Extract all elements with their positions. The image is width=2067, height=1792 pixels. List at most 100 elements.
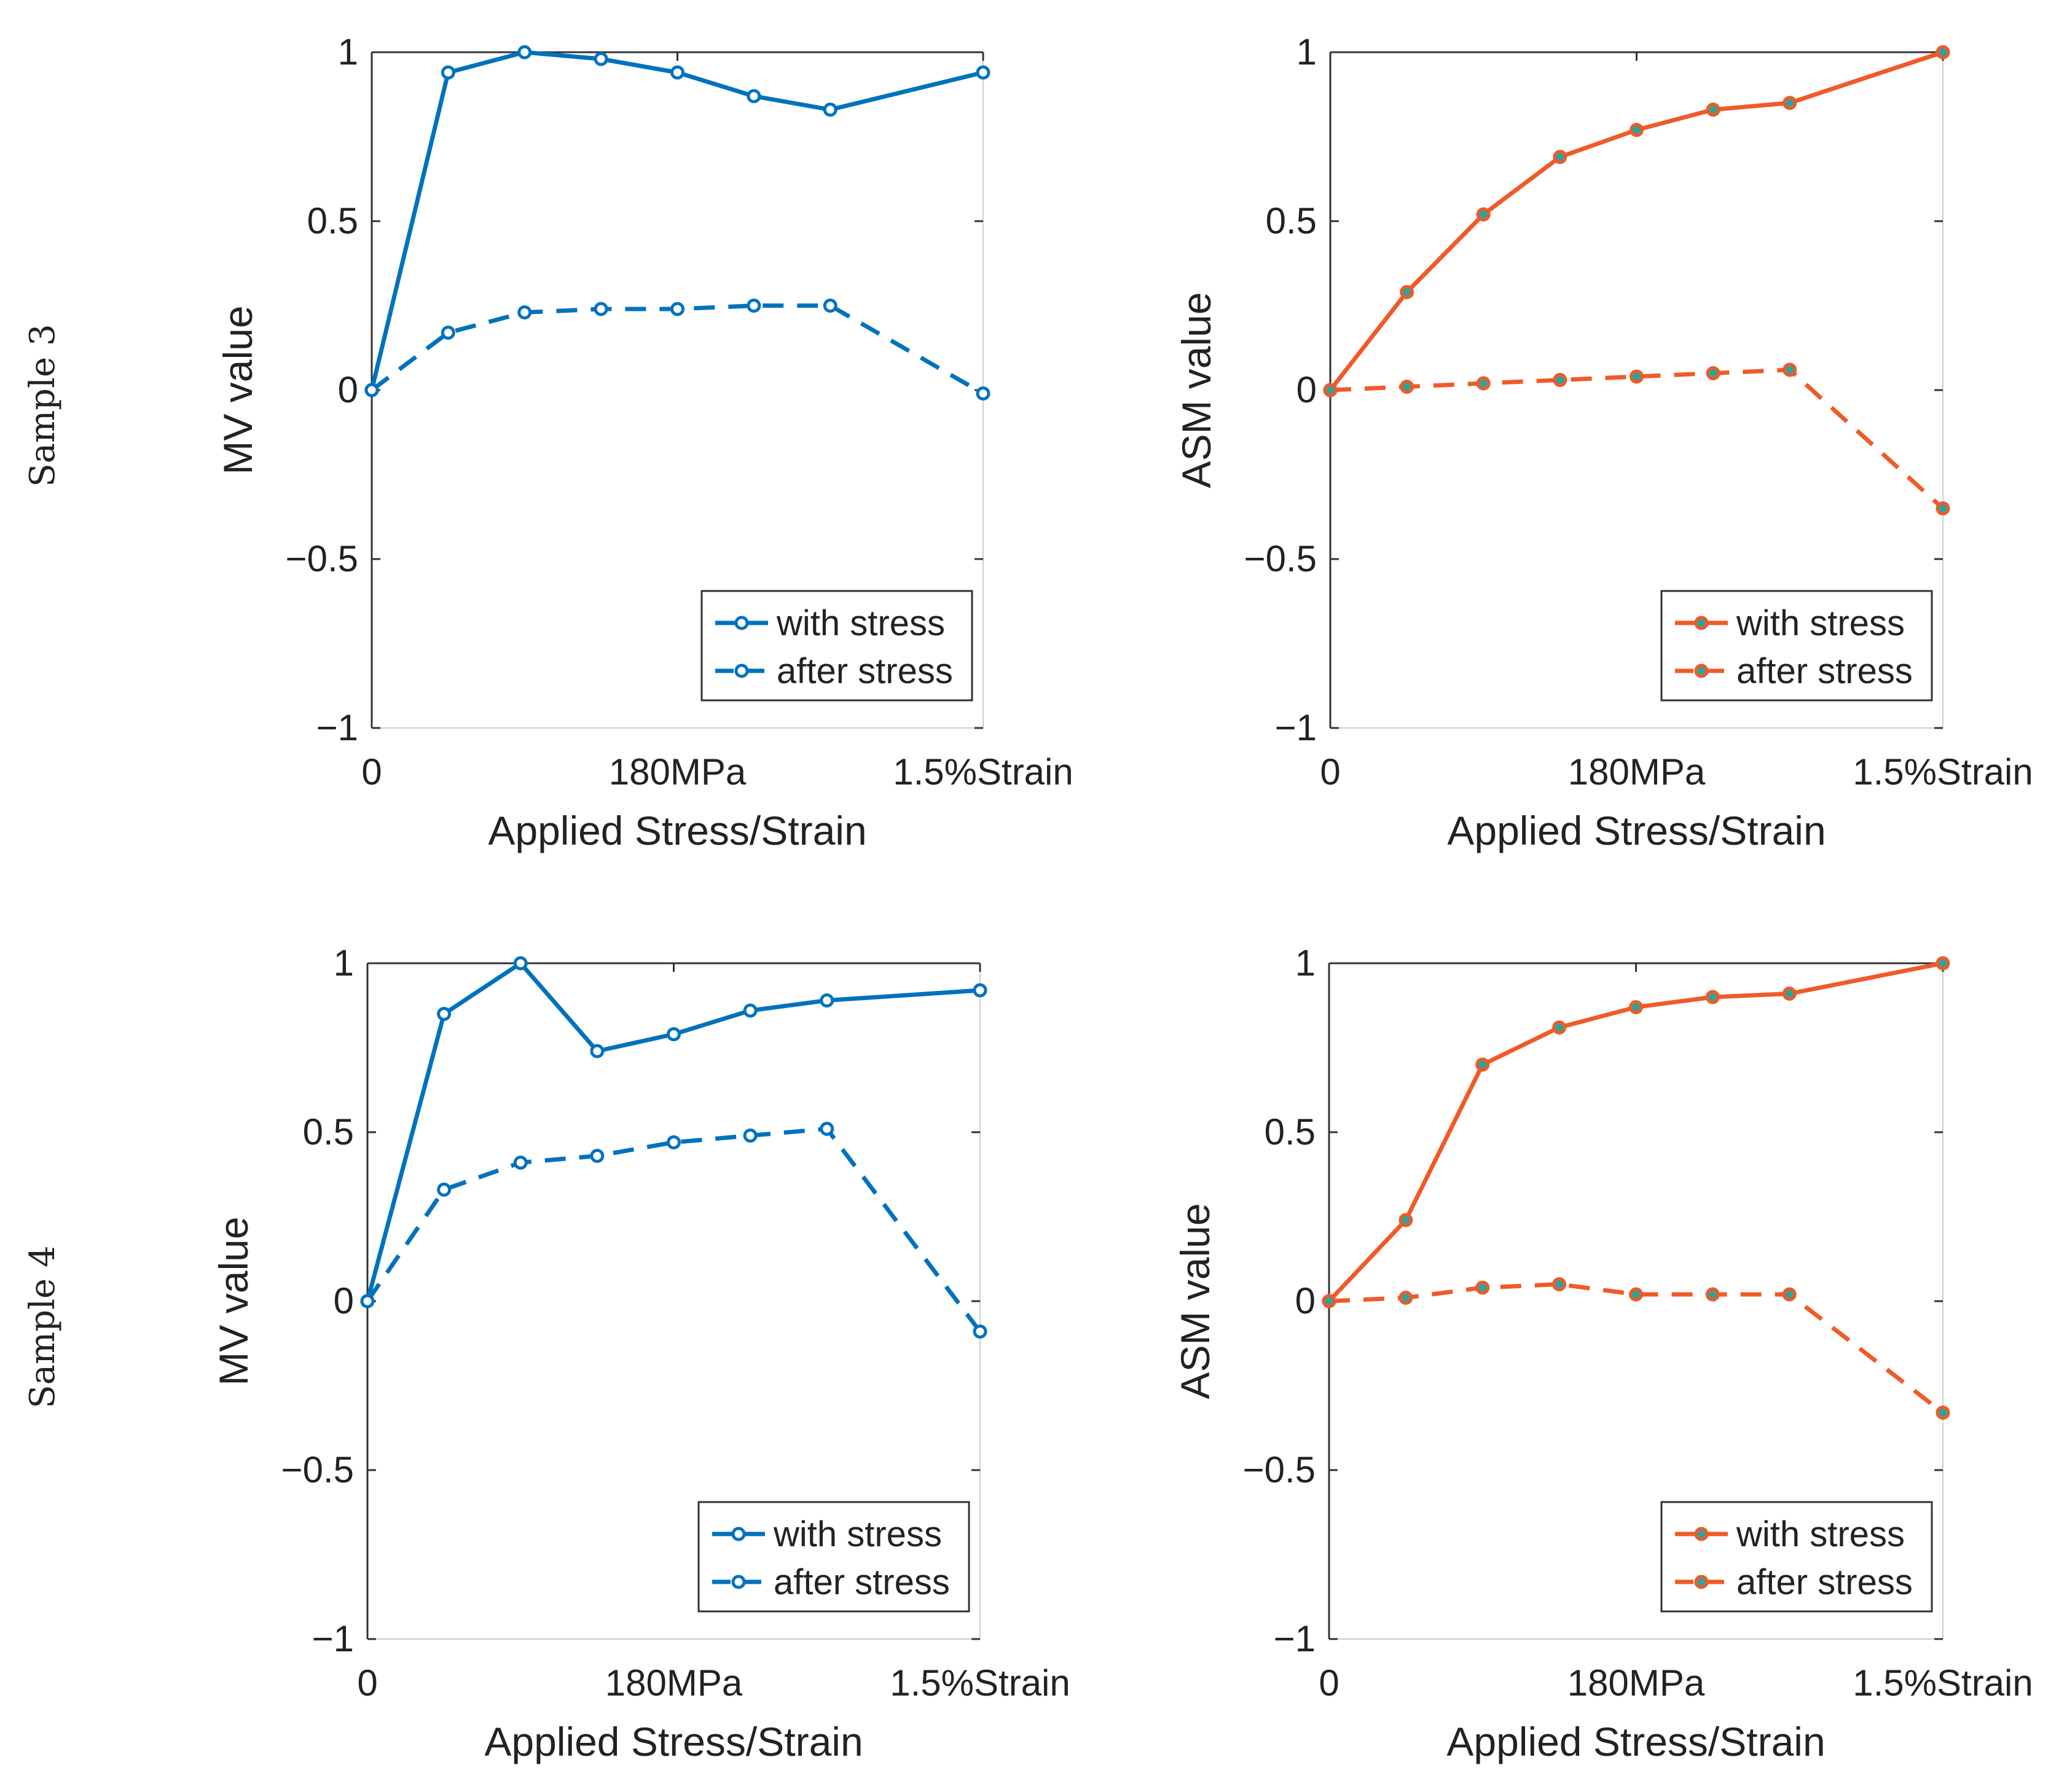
y-tick-label: 0: [1296, 369, 1317, 410]
data-point-with-stress: [1783, 96, 1797, 110]
data-point-after-stress: [1782, 1287, 1797, 1302]
y-tick-label: 0: [334, 1280, 354, 1321]
row-label-sample-4: Sample 4: [23, 1245, 63, 1408]
x-tick-label: 1.5%Strain: [1853, 751, 2033, 792]
data-point-with-stress: [1936, 45, 1950, 60]
chart-panel-sample3-mv: −1 −0.5 0 0.5 1 0 180MPa 1.5%Strain Applied Stre…: [215, 31, 1073, 853]
data-point-after-stress: [973, 1324, 987, 1339]
data-point-after-stress: [823, 299, 837, 313]
legend-label-with-stress: with stress: [1736, 603, 1905, 643]
x-tick-label: 0: [357, 1662, 377, 1704]
data-point-with-stress: [1629, 1000, 1643, 1014]
y-tick-label: −0.5: [286, 538, 358, 579]
x-tick-label: 1.5%Strain: [890, 1662, 1070, 1704]
chart-panel-sample3-asm: −1 −0.5 0 0.5 1 0 180MPa 1.5%Strain Applied Stre…: [1174, 31, 2033, 853]
data-point-with-stress: [590, 1044, 605, 1058]
x-tick-label: 180MPa: [1567, 1662, 1705, 1704]
data-point-with-stress: [594, 52, 608, 66]
data-point-after-stress: [1553, 373, 1567, 387]
legend-label-with-stress: with stress: [1736, 1514, 1905, 1554]
data-point-after-stress: [670, 302, 684, 316]
data-point-after-stress: [441, 326, 455, 340]
legend-box: [1660, 1501, 1933, 1613]
x-axis-title: Applied Stress/Strain: [1446, 1719, 1825, 1764]
y-tick-label: 0: [338, 369, 358, 410]
data-point-after-stress: [1936, 1406, 1950, 1420]
data-point-after-stress: [1705, 1287, 1720, 1302]
legend-label-after-stress: after stress: [1736, 651, 1913, 691]
x-tick-label: 0: [1319, 1662, 1339, 1704]
data-point-after-stress: [1706, 366, 1720, 380]
data-point-with-stress: [1705, 990, 1720, 1004]
data-point-after-stress: [513, 1156, 528, 1170]
series-line-after-stress: [1328, 1282, 1945, 1415]
data-point-with-stress: [1400, 285, 1414, 299]
legend-marker-after-stress: [734, 663, 749, 678]
legend-label-after-stress: after stress: [1736, 1562, 1913, 1602]
data-point-after-stress: [976, 386, 990, 401]
data-point-with-stress: [743, 1003, 758, 1018]
data-point-after-stress: [743, 1129, 758, 1143]
data-point-with-stress: [670, 65, 684, 80]
x-tick-label: 0: [361, 751, 382, 792]
data-point-with-stress: [437, 1007, 452, 1021]
data-point-with-stress: [1552, 1020, 1567, 1035]
data-point-after-stress: [360, 1294, 375, 1309]
data-point-after-stress: [1936, 501, 1950, 515]
chart-panel-sample4-asm: −1 −0.5 0 0.5 1 0 180MPa 1.5%Strain Applied Stre…: [1172, 942, 2033, 1764]
data-point-after-stress: [437, 1183, 452, 1197]
data-point-with-stress: [1936, 956, 1950, 971]
y-tick-label: 1: [334, 942, 354, 984]
y-tick-label: 0: [1295, 1280, 1316, 1321]
data-point-after-stress: [1552, 1277, 1567, 1291]
series-line-with-stress: [1328, 50, 1944, 392]
data-point-after-stress: [1323, 383, 1338, 397]
x-tick-label: 180MPa: [605, 1662, 743, 1704]
data-point-after-stress: [1322, 1294, 1336, 1309]
data-point-after-stress: [747, 299, 761, 313]
series-line-after-stress: [1330, 367, 1945, 511]
legend-box: [1660, 590, 1933, 702]
data-point-after-stress: [594, 302, 608, 316]
y-axis-title: ASM value: [1172, 1203, 1218, 1399]
legend-label-with-stress: with stress: [776, 603, 945, 643]
legend-marker-with-stress: [731, 1527, 746, 1541]
data-point-after-stress: [1630, 369, 1644, 384]
data-point-after-stress: [590, 1149, 605, 1163]
data-point-with-stress: [1475, 1057, 1490, 1072]
y-tick-label: 1: [1295, 942, 1316, 984]
x-tick-label: 180MPa: [1568, 751, 1706, 792]
series-line-with-stress: [1327, 961, 1943, 1303]
data-point-after-stress: [1400, 380, 1414, 394]
series-line-with-stress: [369, 50, 984, 391]
data-point-with-stress: [820, 993, 834, 1008]
data-point-after-stress: [1476, 376, 1491, 391]
data-point-after-stress: [517, 305, 532, 319]
data-point-with-stress: [513, 956, 528, 971]
legend-marker-with-stress: [1694, 1527, 1709, 1541]
data-point-after-stress: [1398, 1291, 1413, 1305]
y-tick-label: 1: [338, 31, 358, 72]
legend-marker-with-stress: [734, 616, 749, 630]
y-tick-label: −0.5: [1244, 538, 1317, 579]
data-point-with-stress: [747, 89, 761, 103]
data-point-after-stress: [364, 383, 379, 397]
data-point-after-stress: [1629, 1287, 1643, 1302]
data-point-with-stress: [973, 983, 987, 998]
row-label-sample-3: Sample 3: [23, 324, 63, 487]
y-tick-label: 0.5: [307, 200, 358, 241]
y-axis-title: MV value: [215, 305, 261, 474]
data-point-after-stress: [820, 1122, 834, 1136]
chart-panel-sample4-mv: −1 −0.5 0 0.5 1 0 180MPa 1.5%Strain Applied Stre…: [211, 942, 1070, 1764]
legend-box: [700, 590, 973, 702]
data-point-with-stress: [1630, 123, 1644, 137]
x-tick-label: 0: [1320, 751, 1340, 792]
legend-box: [697, 1501, 970, 1613]
series-line-after-stress: [366, 1127, 982, 1333]
data-point-with-stress: [1553, 150, 1567, 164]
y-axis-title: MV value: [211, 1216, 256, 1385]
data-point-with-stress: [441, 65, 455, 80]
data-point-with-stress: [1476, 207, 1491, 222]
data-point-after-stress: [1475, 1280, 1490, 1295]
